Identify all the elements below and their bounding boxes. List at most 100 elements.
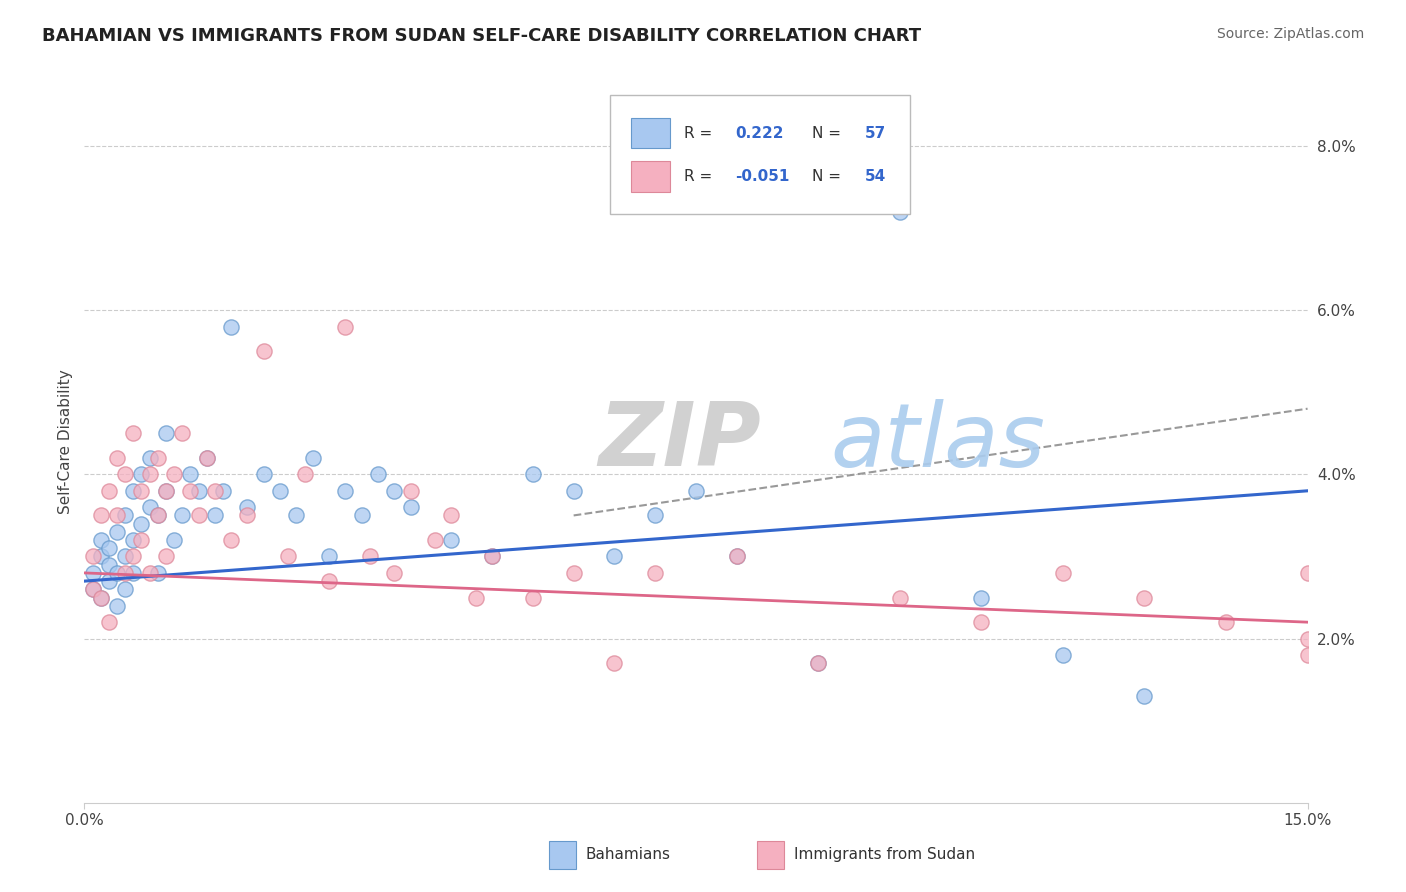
Point xyxy=(359,549,381,564)
Point xyxy=(1133,689,1156,703)
Text: atlas: atlas xyxy=(831,399,1046,484)
Text: R =: R = xyxy=(683,126,717,141)
Point xyxy=(97,615,120,630)
Point xyxy=(90,591,112,605)
Point xyxy=(97,483,120,498)
Point xyxy=(172,426,194,441)
Text: BAHAMIAN VS IMMIGRANTS FROM SUDAN SELF-CARE DISABILITY CORRELATION CHART: BAHAMIAN VS IMMIGRANTS FROM SUDAN SELF-C… xyxy=(42,27,921,45)
Point xyxy=(725,549,748,564)
Point xyxy=(1052,648,1074,662)
Text: 57: 57 xyxy=(865,126,886,141)
Point xyxy=(889,591,911,605)
Point xyxy=(90,508,112,523)
Point xyxy=(367,467,389,482)
Bar xyxy=(550,841,576,869)
Point xyxy=(236,500,259,515)
Point xyxy=(318,549,340,564)
Point xyxy=(1133,591,1156,605)
Point xyxy=(163,467,186,482)
Point xyxy=(97,541,120,556)
Point xyxy=(350,508,373,523)
Point xyxy=(889,204,911,219)
Point xyxy=(172,508,194,523)
FancyBboxPatch shape xyxy=(610,95,910,214)
Point xyxy=(97,574,120,588)
Point xyxy=(131,467,153,482)
Point xyxy=(122,533,145,547)
Y-axis label: Self-Care Disability: Self-Care Disability xyxy=(58,369,73,514)
Point xyxy=(146,450,169,465)
Point xyxy=(82,582,104,597)
Point xyxy=(1052,566,1074,580)
Point xyxy=(90,549,112,564)
Text: Bahamians: Bahamians xyxy=(586,847,671,863)
Bar xyxy=(631,118,671,148)
Point xyxy=(603,657,626,671)
Point xyxy=(725,549,748,564)
Point xyxy=(253,467,276,482)
Point xyxy=(155,549,177,564)
Point xyxy=(481,549,503,564)
Point xyxy=(301,450,323,465)
Point xyxy=(423,533,446,547)
Point xyxy=(82,566,104,580)
Point xyxy=(179,483,201,498)
Point xyxy=(82,549,104,564)
Point xyxy=(82,582,104,597)
Bar xyxy=(758,841,785,869)
Point xyxy=(146,566,169,580)
Point xyxy=(277,549,299,564)
Point xyxy=(187,508,209,523)
Point xyxy=(382,483,405,498)
Point xyxy=(440,508,463,523)
Point xyxy=(146,508,169,523)
Point xyxy=(212,483,235,498)
Text: 0.222: 0.222 xyxy=(735,126,783,141)
Point xyxy=(382,566,405,580)
Text: N =: N = xyxy=(813,126,846,141)
Point xyxy=(131,533,153,547)
Point xyxy=(644,566,666,580)
Point xyxy=(562,566,585,580)
Point xyxy=(1215,615,1237,630)
Point xyxy=(122,549,145,564)
Point xyxy=(179,467,201,482)
Point xyxy=(269,483,291,498)
Point xyxy=(204,483,226,498)
Point xyxy=(195,450,218,465)
Point xyxy=(318,574,340,588)
Point xyxy=(236,508,259,523)
Text: R =: R = xyxy=(683,169,717,184)
Point xyxy=(294,467,316,482)
Point xyxy=(114,549,136,564)
Point xyxy=(685,483,707,498)
Point xyxy=(1296,566,1319,580)
Text: N =: N = xyxy=(813,169,846,184)
Point xyxy=(603,549,626,564)
Point xyxy=(253,344,276,359)
Point xyxy=(114,467,136,482)
Point xyxy=(970,591,993,605)
Text: Immigrants from Sudan: Immigrants from Sudan xyxy=(794,847,974,863)
Point xyxy=(114,566,136,580)
Point xyxy=(105,508,128,523)
Point xyxy=(131,516,153,531)
Point xyxy=(122,426,145,441)
Point xyxy=(807,657,830,671)
Point xyxy=(138,467,160,482)
Bar xyxy=(631,161,671,192)
Text: Source: ZipAtlas.com: Source: ZipAtlas.com xyxy=(1216,27,1364,41)
Point xyxy=(114,508,136,523)
Point xyxy=(562,483,585,498)
Point xyxy=(399,483,422,498)
Point xyxy=(219,319,242,334)
Point xyxy=(131,483,153,498)
Text: ZIP: ZIP xyxy=(598,398,761,485)
Text: 54: 54 xyxy=(865,169,886,184)
Point xyxy=(138,500,160,515)
Point xyxy=(285,508,308,523)
Point xyxy=(1296,648,1319,662)
Point xyxy=(138,566,160,580)
Point xyxy=(644,508,666,523)
Point xyxy=(204,508,226,523)
